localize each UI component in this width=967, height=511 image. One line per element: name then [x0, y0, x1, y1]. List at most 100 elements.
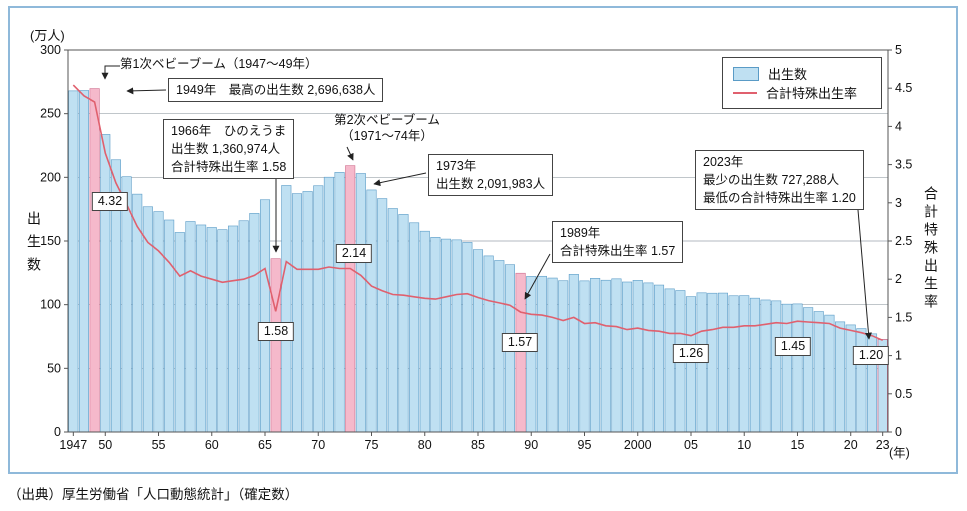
bar-1980 [419, 230, 430, 433]
x-tick-label: 15 [791, 438, 805, 452]
left-axis-unit: (万人) [30, 28, 65, 43]
tfr-label-1949: 4.32 [91, 192, 129, 211]
left-axis-title: 出生数 [26, 211, 42, 280]
bar-1992 [547, 277, 558, 433]
left-tick-label: 100 [40, 298, 61, 312]
bar-2021 [856, 328, 867, 433]
bar-2020 [845, 324, 856, 433]
x-tick-label: 80 [418, 438, 432, 452]
bar-2008 [717, 292, 728, 433]
right-tick-label: 0.5 [895, 387, 912, 401]
arrow-boom1 [101, 65, 120, 80]
source-note: （出典）厚生労働省「人口動態統計」（確定数） [8, 487, 299, 502]
bar-1994 [568, 274, 579, 433]
arrow-boom2 [346, 146, 354, 161]
bar-1956 [164, 219, 175, 433]
bar-1962 [228, 225, 239, 433]
bar-2018 [824, 314, 835, 433]
annotation-1989-line1: 1989年 [560, 226, 601, 240]
births-swatch-icon [733, 66, 759, 81]
bar-1991 [536, 275, 547, 433]
generated-chart-content: 05010015020025030000.511.522.533.544.551… [40, 43, 912, 452]
bar-1979 [409, 222, 420, 433]
right-tick-label: 1 [895, 349, 902, 363]
x-tick-label: 95 [578, 438, 592, 452]
annotation-boom1: 第1次ベビーブーム（1947～49年） [120, 57, 318, 71]
bar-2001 [643, 282, 654, 433]
bar-1973 [345, 165, 356, 433]
annotation-1973-line2: 出生数 2,091,983人 [436, 177, 546, 192]
bar-1989 [515, 272, 526, 433]
annotation-arrows [101, 65, 872, 340]
annotation-hinoeuma-line2: 出生数 1,360,974人 [171, 142, 281, 157]
bar-1998 [611, 278, 622, 433]
bar-1965 [259, 199, 271, 433]
legend-item-tfr: 合計特殊出生率 [733, 83, 871, 102]
left-tick-label: 150 [40, 234, 61, 248]
arrow-peak-1949 [126, 87, 167, 95]
bar-1963 [238, 220, 249, 433]
bar-1955 [153, 211, 164, 433]
bar-1990 [526, 276, 537, 433]
bar-2019 [835, 321, 846, 433]
bar-2016 [803, 307, 814, 433]
tfr-label-2023: 1.20 [852, 346, 890, 365]
legend-births-label: 出生数 [768, 67, 808, 82]
annotation-hinoeuma: 1966年 ひのえうま 出生数 1,360,974人 合計特殊出生率 1.58 [163, 119, 295, 180]
x-tick-label: 85 [471, 438, 485, 452]
bar-2011 [749, 297, 760, 433]
annotation-boom2: 第2次ベビーブーム （1971～74年） [322, 112, 452, 145]
bar-1993 [558, 280, 569, 433]
tfr-line [72, 84, 884, 342]
left-tick-label: 50 [47, 361, 61, 375]
right-tick-label: 5 [895, 43, 902, 57]
tfr-line-swatch-icon [733, 91, 757, 94]
bar-2009 [728, 295, 739, 433]
right-tick-label: 3 [895, 196, 902, 210]
bar-1986 [483, 255, 494, 433]
bar-1968 [291, 193, 302, 433]
x-tick-label: 55 [152, 438, 166, 452]
right-tick-label: 2 [895, 272, 902, 286]
bar-1950 [100, 134, 111, 433]
legend-tfr-label: 合計特殊出生率 [766, 86, 858, 101]
x-tick-label: 05 [684, 438, 698, 452]
bar-1983 [451, 239, 462, 433]
bar-1949 [89, 88, 100, 433]
bar-1985 [472, 249, 484, 433]
bar-1957 [174, 232, 185, 433]
bar-1948 [78, 90, 89, 433]
x-tick-label: 20 [844, 438, 858, 452]
right-tick-label: 2.5 [895, 234, 912, 248]
annotation-hinoeuma-line1: 1966年 ひのえうま [171, 124, 287, 138]
bar-2013 [771, 300, 782, 433]
annotation-hinoeuma-line3: 合計特殊出生率 1.58 [171, 160, 287, 175]
annotation-1973-line1: 1973年 [436, 159, 477, 173]
bar-1967 [281, 185, 292, 433]
x-tick-label: 70 [311, 438, 325, 452]
annotation-2023: 2023年 最少の出生数 727,288人 最低の合計特殊出生率 1.20 [695, 150, 864, 211]
x-tick-label: 90 [524, 438, 538, 452]
x-tick-label: 75 [365, 438, 379, 452]
bar-1984 [462, 242, 473, 433]
x-axis-unit: (年) [889, 446, 910, 460]
x-tick-label: 23 [876, 438, 890, 452]
bar-1970 [313, 185, 324, 433]
bar-1977 [387, 208, 398, 433]
arrow-1989 [524, 253, 551, 300]
right-tick-label: 1.5 [895, 310, 912, 324]
tfr-label-1966: 1.58 [257, 322, 295, 341]
annotation-1973: 1973年 出生数 2,091,983人 [428, 154, 554, 197]
bar-1975 [366, 189, 377, 433]
tfr-label-1973: 2.14 [335, 244, 373, 263]
bar-1952 [121, 176, 132, 433]
annotation-2023-line3: 最低の合計特殊出生率 1.20 [703, 191, 856, 206]
bar-2012 [760, 299, 771, 433]
bar-1974 [355, 173, 366, 433]
bar-1976 [377, 198, 388, 433]
bar-1999 [622, 281, 633, 433]
left-tick-label: 200 [40, 170, 61, 184]
annotation-1989-line2: 合計特殊出生率 1.57 [560, 244, 676, 259]
bar-2005 [685, 296, 697, 433]
